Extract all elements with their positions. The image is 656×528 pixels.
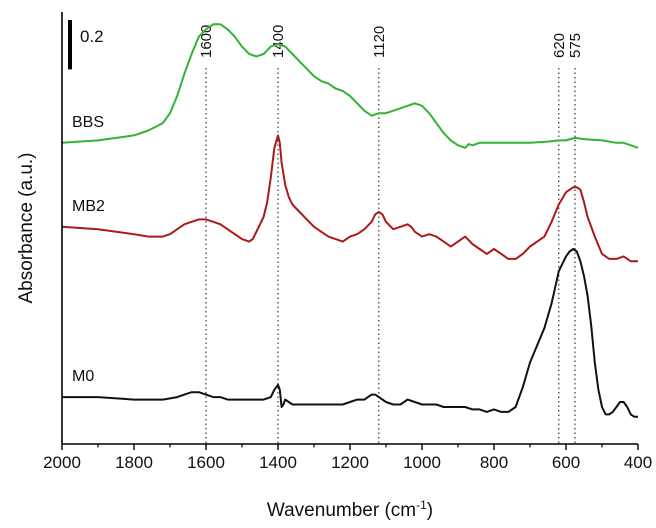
x-axis-title-tail: ) (427, 500, 433, 521)
x-tick-label: 1400 (259, 453, 297, 472)
x-tick-label: 1200 (331, 453, 369, 472)
scale-bar: 0.2 (68, 20, 104, 70)
series-label-mb2: MB2 (72, 198, 105, 215)
series-label-m0: M0 (72, 368, 94, 385)
x-axis-title-superscript: -1 (416, 498, 427, 512)
x-tick-label: 1000 (403, 453, 441, 472)
marker-lines: 1600 1400 1120 620 575 (198, 25, 584, 444)
x-tick-label: 1600 (187, 453, 225, 472)
marker-label: 1400 (270, 25, 287, 58)
marker-label: 575 (567, 33, 584, 58)
x-tick-label: 400 (624, 453, 652, 472)
x-tick-label: 2000 (43, 453, 81, 472)
x-ticks: 2000 1800 1600 1400 1200 1000 800 600 400 (43, 444, 652, 472)
series-label-bbs: BBS (72, 114, 104, 131)
series-line-bbs (61, 23, 639, 149)
series-lines (61, 23, 639, 418)
scale-bar-label: 0.2 (80, 27, 104, 46)
series-line-m0 (62, 248, 638, 418)
marker-label: 1120 (371, 26, 388, 58)
axes (61, 12, 638, 445)
x-axis-title: Wavenumber (cm-1) (267, 498, 433, 521)
marker-label: 620 (551, 33, 568, 58)
x-tick-label: 800 (480, 453, 508, 472)
x-tick-label: 600 (552, 453, 580, 472)
series-line-mb2 (61, 134, 638, 263)
series-labels: BBS MB2 M0 (72, 114, 105, 385)
x-tick-label: 1800 (115, 453, 153, 472)
x-axis-title-main: Wavenumber (cm (267, 500, 416, 521)
y-axis-title: Absorbance (a.u.) (16, 152, 37, 303)
